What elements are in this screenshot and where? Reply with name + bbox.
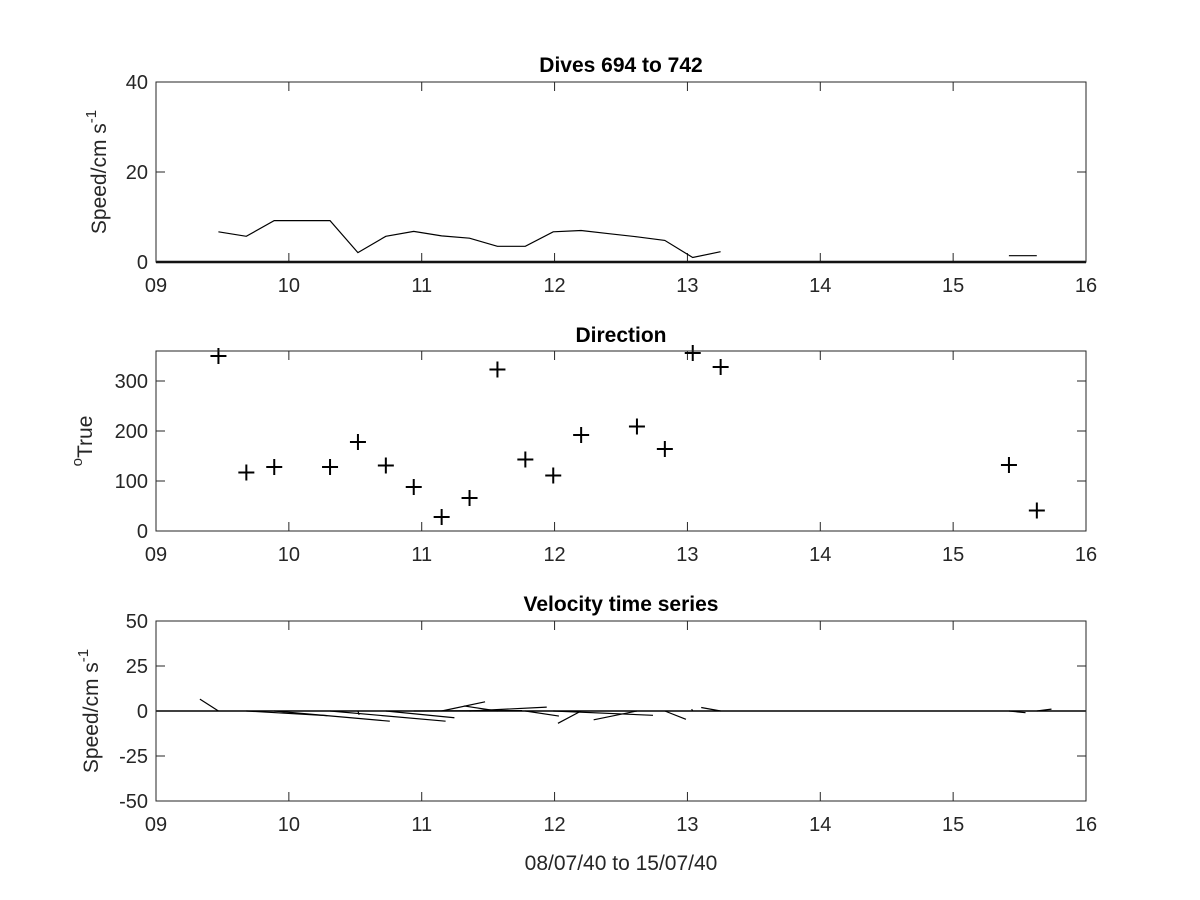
svg-text:Speed/cm s-1: Speed/cm s-1 [75,649,103,773]
direction-point [489,361,506,378]
velocity-stick [274,710,390,722]
velocity-panel: Velocity time series Speed/cm s-1 08/07/… [75,593,1097,875]
speed-y-axis-label-exponent: -1 [83,110,100,123]
direction-point [405,479,422,495]
velocity-stick [199,698,219,712]
direction-point [573,427,590,443]
velocity-x-tick-label: 16 [1075,814,1097,836]
svg-text:Speed/cm s-1: Speed/cm s-1 [83,110,111,234]
direction-point [517,451,534,468]
direction-y-axis-label-text: True [74,416,97,458]
velocity-stick [691,708,694,712]
direction-x-tick-label: 10 [278,544,300,566]
velocity-stick [329,710,446,722]
speed-y-tick-label: 0 [137,252,148,274]
velocity-stick [701,706,721,712]
direction-point [238,464,255,481]
direction-point [545,467,562,484]
velocity-y-axis-label-text: Speed/cm s [80,662,103,773]
direction-point [349,434,366,450]
velocity-plot-frame [155,620,1087,802]
direction-x-tick-label: 11 [411,544,432,566]
velocity-x-tick-label: 15 [942,814,964,836]
direction-point [322,459,339,475]
direction-title: Direction [575,324,666,347]
direction-point [712,359,729,375]
velocity-stick [469,706,547,712]
direction-point [684,345,701,361]
speed-x-tick-label: 10 [278,275,300,297]
velocity-stick [463,705,498,712]
direction-point [433,509,450,525]
speed-title: Dives 694 to 742 [539,54,702,77]
direction-x-tick-label: 15 [942,544,964,566]
speed-x-tick-label: 13 [676,275,698,297]
speed-x-tick-label: 16 [1075,275,1097,297]
direction-x-tick-label: 13 [676,544,698,566]
velocity-stick [357,710,360,715]
direction-x-tick-label: 14 [809,544,831,566]
speed-y-axis-label-text: Speed/cm s [88,123,111,234]
speed-plot-frame [155,81,1087,263]
direction-y-axis-label-degree: o [69,458,86,466]
velocity-y-axis-label-exponent: -1 [75,649,92,662]
direction-point [461,490,478,506]
speed-panel: Dives 694 to 742 Speed/cm s-1 09 10 11 12 13… [83,54,1097,297]
velocity-y-tick-label: 50 [126,611,148,633]
direction-y-tick-label: 200 [115,421,148,443]
direction-x-tick-label: 12 [543,544,565,566]
velocity-x-tick-label: 11 [411,814,432,836]
speed-y-tick-label: 20 [126,162,148,184]
velocity-stick [1008,710,1026,714]
velocity-stick [593,710,638,721]
speed-x-tick-label: 12 [543,275,565,297]
velocity-stick [664,710,687,720]
velocity-x-tick-label: 14 [809,814,831,836]
direction-point [1000,457,1017,473]
direction-panel: Direction oTrue 09 10 11 12 13 14 15 16 0 100 200 3… [69,324,1097,566]
direction-x-tick-label: 09 [145,544,167,566]
speed-x-tick-label: 09 [145,275,167,297]
velocity-stick [553,710,653,716]
direction-point [656,441,673,457]
direction-y-tick-label: 300 [115,371,148,393]
velocity-y-tick-label: 25 [126,656,148,678]
velocity-stick [441,701,486,712]
velocity-stick [557,710,582,724]
direction-point [628,418,645,435]
velocity-y-tick-label: -50 [119,791,148,813]
speed-y-tick-label: 40 [126,72,148,94]
direction-y-axis-label: oTrue [69,416,97,467]
direction-point [266,459,283,475]
speed-x-tick-label: 14 [809,275,831,297]
direction-point [210,348,227,364]
speed-y-axis-label: Speed/cm s-1 [83,110,111,234]
velocity-stick [385,710,455,719]
velocity-x-tick-label: 13 [676,814,698,836]
velocity-x-tick-label: 10 [278,814,300,836]
velocity-y-tick-label: 0 [137,701,148,723]
direction-point [1028,502,1045,519]
direction-plot-frame [155,350,1087,532]
velocity-y-tick-label: -25 [119,746,148,768]
direction-x-tick-label: 16 [1075,544,1097,566]
velocity-title: Velocity time series [524,593,719,616]
velocity-x-tick-label: 12 [543,814,565,836]
speed-series-line [218,220,721,259]
velocity-x-tick-label: 09 [145,814,167,836]
direction-point [377,457,394,474]
direction-y-tick-label: 100 [115,471,148,493]
speed-x-tick-label: 11 [411,275,432,297]
svg-text:oTrue: oTrue [69,416,97,467]
direction-y-tick-label: 0 [137,521,148,543]
velocity-stick [525,710,560,717]
speed-x-tick-label: 15 [942,275,964,297]
velocity-stick [1036,708,1052,712]
velocity-x-axis-label: 08/07/40 to 15/07/40 [525,852,718,875]
velocity-y-axis-label: Speed/cm s-1 [75,649,103,773]
